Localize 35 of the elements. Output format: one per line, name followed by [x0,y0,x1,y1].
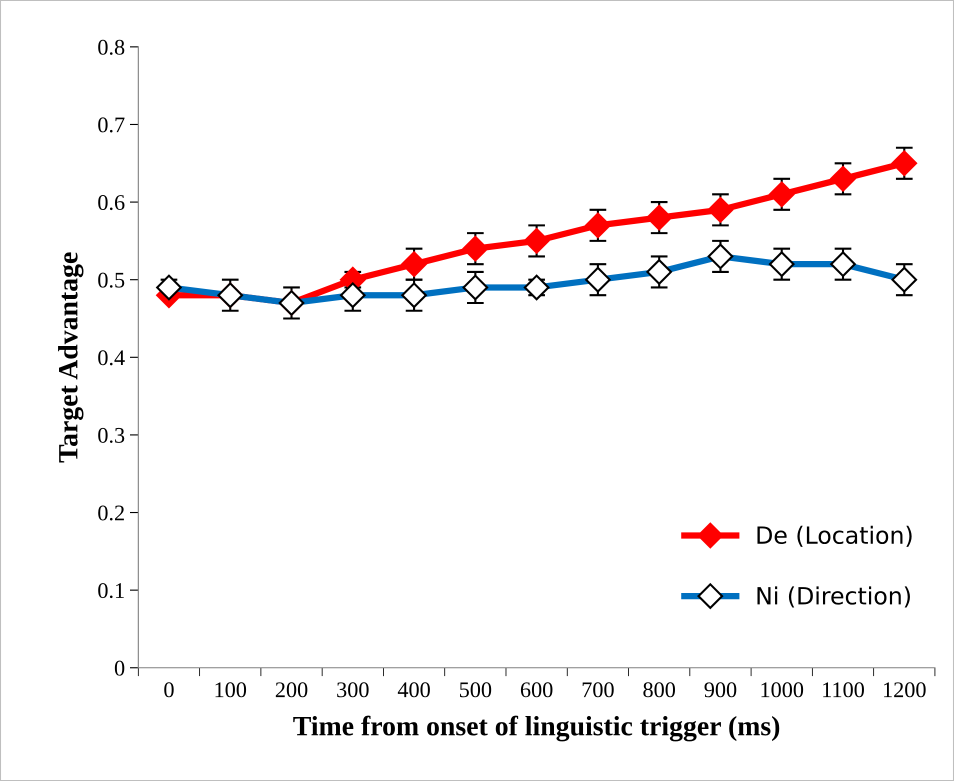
x-tick-label: 0 [164,682,174,698]
y-tick-label: 0.8 [98,40,124,55]
point [401,251,427,278]
y-tick-label: 0.4 [98,350,125,366]
x-tick-label: 800 [643,682,675,698]
x-tick-label: 600 [520,682,552,698]
x-axis-title: Time from onset of linguistic trigger (ms) [293,716,780,742]
y-tick-label: 0.7 [98,117,124,132]
x-tick-label: 300 [337,682,369,698]
point [646,204,672,230]
y-tick-label: 0.2 [98,505,124,521]
y-tick-label: 0.5 [98,272,124,288]
x-tick-label: 1000 [761,682,804,698]
x-tick-label: 700 [582,682,614,698]
y-axis-title: Target Advantage [58,252,84,462]
y-tick-label: 0.6 [98,195,124,210]
point [524,228,550,254]
x-tick-label: 500 [460,682,492,698]
x-tick-label: 400 [398,682,430,698]
x-tick-label: 1100 [823,682,864,698]
x-tick-label: 100 [216,682,246,698]
y-tick-label: 0.1 [98,583,124,598]
point [768,181,795,208]
x-tick-label: 1200 [884,682,926,698]
legend-label: De (Location) [757,526,912,547]
point [708,197,734,223]
y-tick-label: 0.3 [98,428,124,443]
point [891,150,918,176]
x-tick-label: 200 [276,682,308,698]
x-tick-label: 900 [704,682,736,698]
point [585,212,611,238]
point [462,236,488,262]
legend-label: Ni (Direction) [757,586,910,608]
y-tick-label: 0 [114,660,124,676]
point [830,166,856,192]
